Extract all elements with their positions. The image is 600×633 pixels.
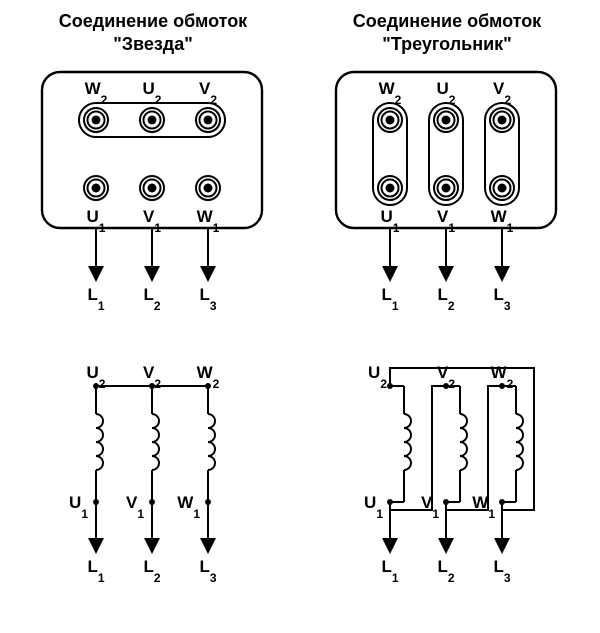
svg-text:W1: W1 <box>472 493 495 521</box>
svg-text:L3: L3 <box>199 557 216 585</box>
svg-text:L3: L3 <box>493 285 510 313</box>
svg-text:L1: L1 <box>87 557 104 585</box>
svg-text:V1: V1 <box>421 493 439 521</box>
svg-text:U1: U1 <box>69 493 88 521</box>
svg-text:U1: U1 <box>364 493 383 521</box>
svg-text:L2: L2 <box>143 285 160 313</box>
svg-text:L1: L1 <box>87 285 104 313</box>
svg-text:L2: L2 <box>437 285 454 313</box>
svg-text:L3: L3 <box>199 285 216 313</box>
svg-text:L1: L1 <box>381 285 398 313</box>
svg-text:L1: L1 <box>381 557 398 585</box>
diagram-svg: W2U2V2U1V1W1L1L2L3W2U2V2U1V1W1L1L2L3U2V2… <box>0 0 600 633</box>
svg-text:V1: V1 <box>126 493 144 521</box>
svg-text:W1: W1 <box>177 493 200 521</box>
svg-text:L2: L2 <box>143 557 160 585</box>
svg-text:L2: L2 <box>437 557 454 585</box>
svg-text:L3: L3 <box>493 557 510 585</box>
svg-text:U2: U2 <box>368 363 387 391</box>
